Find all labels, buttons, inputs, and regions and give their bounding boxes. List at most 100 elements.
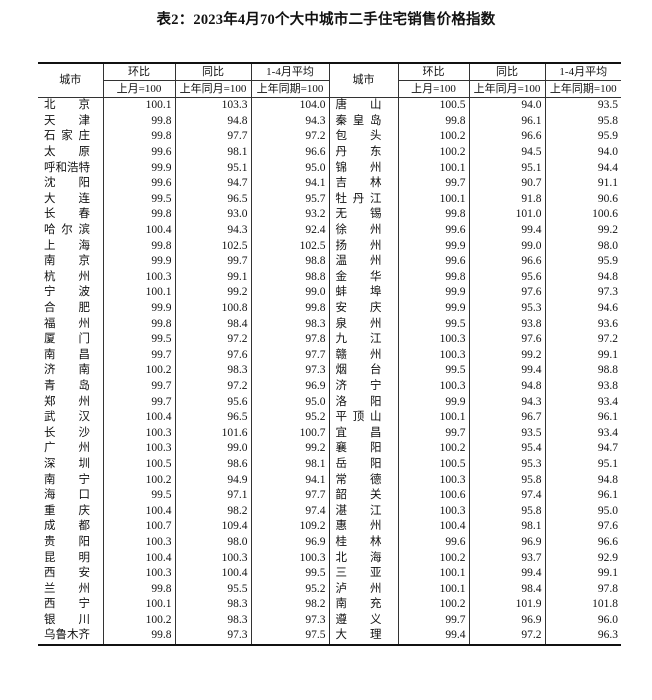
city-name: 福州 [44,317,90,330]
avg-value-right: 99.1 [597,348,618,361]
city-name: 深圳 [44,457,90,470]
mom-value-right: 99.5 [398,316,470,332]
mom-value-right: 99.4 [398,628,470,645]
avg-value-left: 99.0 [251,285,330,301]
yoy-value-left: 97.6 [175,347,252,364]
city-name: 郑州 [44,395,90,408]
avg-value-left: 98.8 [251,253,330,270]
city-name: 上海 [44,239,90,252]
yoy-value-left: 94.8 [175,113,252,130]
avg-value-right: 94.0 [597,146,618,159]
table-row: 福州 99.8 98.4 98.3 泉州 99.5 93.8 93.6 [38,316,621,332]
mom-value-left: 99.9 [103,160,176,176]
header-mom-left: 环比 [102,62,176,81]
yoy-value-right: 98.1 [469,519,546,535]
city-cell-left: 呼和浩特 [38,160,104,176]
table-row: 广州 100.3 99.0 99.2 襄阳 100.2 95.4 94.7 [38,441,621,457]
avg-value-right: 97.2 [597,333,618,346]
header-mom-base-left: 上月=100 [102,80,176,98]
city-name: 徐州 [335,224,382,237]
city-name: 三亚 [335,567,382,580]
yoy-value-right: 96.9 [469,612,546,629]
city-name: 扬州 [335,239,382,252]
mom-value-left: 99.8 [103,113,176,130]
city-name: 襄阳 [335,442,382,455]
city-name: 西宁 [44,598,90,611]
city-cell-left: 天津 [38,113,104,130]
yoy-value-left: 95.1 [175,160,252,176]
city-cell-right: 宜昌 [329,425,399,442]
yoy-value-left: 94.9 [175,472,252,488]
yoy-value-right: 93.8 [469,316,546,332]
city-cell-right: 秦皇岛 [329,113,399,130]
avg-value-right: 94.4 [597,161,618,174]
yoy-value-left: 98.0 [175,534,252,551]
yoy-value-left: 98.4 [175,316,252,332]
yoy-value-left: 99.1 [175,269,252,286]
table-row: 北京 100.1 103.3 104.0 唐山 100.5 94.0 93.5 [38,97,621,114]
avg-value-left: 104.0 [251,97,330,114]
city-name: 遵义 [335,613,382,626]
city-name: 无锡 [335,208,382,221]
header-avg-base-left: 上年同期=100 [250,80,330,98]
table-row: 大连 99.5 96.5 95.7 牡丹江 100.1 91.8 90.6 [38,191,621,208]
avg-value-right: 93.8 [597,379,618,392]
city-cell-right: 扬州 [329,238,399,254]
table-row: 贵阳 100.3 98.0 96.9 桂林 99.6 96.9 96.6 [38,534,621,551]
city-cell-right: 岳阳 [329,456,399,473]
city-cell-right: 桂林 [329,534,399,551]
avg-value-left: 96.9 [251,378,330,395]
city-name: 沈阳 [44,177,90,190]
avg-value-right: 95.9 [597,130,618,143]
mom-value-right: 100.2 [398,550,470,566]
yoy-value-right: 96.6 [469,129,546,145]
city-cell-right: 赣州 [329,347,399,364]
table-row: 石家庄 99.8 97.7 97.2 包头 100.2 96.6 95.9 [38,129,621,145]
avg-value-left: 99.5 [251,565,330,582]
city-cell-right: 牡丹江 [329,191,399,208]
mom-value-right: 100.2 [398,129,470,145]
table-row: 深圳 100.5 98.6 98.1 岳阳 100.5 95.3 95.1 [38,456,621,473]
mom-value-right: 99.9 [398,300,470,317]
city-name: 泉州 [335,317,382,330]
table-row: 银川 100.2 98.3 97.3 遵义 99.7 96.9 96.0 [38,612,621,629]
city-name: 重庆 [44,504,90,517]
table-row: 呼和浩特 99.9 95.1 95.0 锦州 100.1 95.1 94.4 [38,160,621,176]
yoy-value-right: 90.7 [469,175,546,192]
avg-value-left: 100.7 [251,425,330,442]
table-row: 武汉 100.4 96.5 95.2 平顶山 100.1 96.7 96.1 [38,409,621,426]
city-name: 北海 [335,551,382,564]
yoy-value-left: 97.2 [175,378,252,395]
city-name: 温州 [335,255,382,268]
avg-value-right: 93.5 [597,99,618,112]
yoy-value-right: 94.3 [469,394,546,410]
header-avg-left: 1-4月平均 [250,62,330,81]
avg-value-right: 95.9 [597,255,618,268]
city-name: 成都 [44,520,90,533]
avg-value-right: 93.4 [597,426,618,439]
table-row: 南宁 100.2 94.9 94.1 常德 100.3 95.8 94.8 [38,472,621,488]
city-name: 大连 [44,192,90,205]
yoy-value-right: 99.2 [469,347,546,364]
mom-value-right: 99.6 [398,534,470,551]
yoy-value-left: 95.5 [175,581,252,597]
mom-value-left: 100.3 [103,565,176,582]
city-name: 锦州 [335,161,382,174]
table-row: 上海 99.8 102.5 102.5 扬州 99.9 99.0 98.0 [38,238,621,254]
city-cell-left: 长沙 [38,425,104,442]
city-name: 武汉 [44,411,90,424]
yoy-value-right: 93.7 [469,550,546,566]
yoy-value-left: 94.3 [175,222,252,239]
yoy-value-right: 94.5 [469,144,546,161]
yoy-value-right: 93.5 [469,425,546,442]
avg-value-left: 93.2 [251,207,330,223]
avg-value-left: 98.8 [251,269,330,286]
city-name: 合肥 [44,302,90,315]
mom-value-left: 99.9 [103,253,176,270]
table-row: 沈阳 99.6 94.7 94.1 吉林 99.7 90.7 91.1 [38,175,621,192]
avg-value-left: 97.5 [251,628,330,645]
mom-value-left: 99.6 [103,175,176,192]
city-name: 天津 [44,114,90,127]
yoy-value-left: 99.2 [175,285,252,301]
city-cell-right: 惠州 [329,519,399,535]
